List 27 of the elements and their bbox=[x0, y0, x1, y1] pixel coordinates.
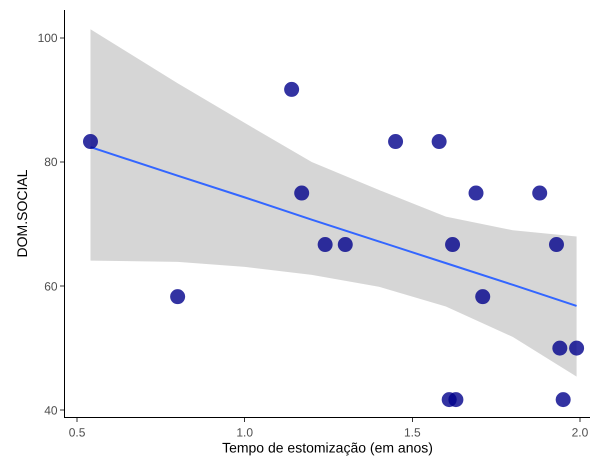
x-axis-title: Tempo de estomização (em anos) bbox=[222, 440, 433, 456]
point bbox=[532, 186, 548, 201]
x-tick-label: 2.0 bbox=[572, 425, 589, 440]
point bbox=[548, 237, 564, 252]
x-tick-label: 0.5 bbox=[68, 425, 86, 440]
x-tick-label: 1.0 bbox=[236, 425, 254, 440]
point bbox=[569, 340, 584, 356]
point bbox=[432, 134, 447, 150]
x-tick-label: 1.5 bbox=[404, 425, 421, 440]
point bbox=[170, 289, 186, 304]
point bbox=[475, 289, 490, 304]
point bbox=[338, 237, 353, 252]
y-axis-title: DOM.SOCIAL bbox=[14, 169, 30, 258]
point bbox=[318, 237, 333, 252]
point bbox=[552, 340, 568, 356]
y-tick-label: 60 bbox=[44, 279, 58, 294]
point bbox=[445, 237, 460, 252]
point bbox=[294, 186, 310, 201]
y-tick-label: 80 bbox=[44, 155, 58, 170]
point bbox=[448, 392, 464, 408]
point bbox=[556, 392, 571, 408]
point bbox=[388, 134, 404, 150]
point bbox=[468, 186, 484, 201]
y-tick-label: 40 bbox=[44, 403, 58, 418]
point bbox=[284, 82, 300, 97]
y-tick-label: 100 bbox=[38, 31, 58, 46]
point bbox=[82, 134, 98, 150]
